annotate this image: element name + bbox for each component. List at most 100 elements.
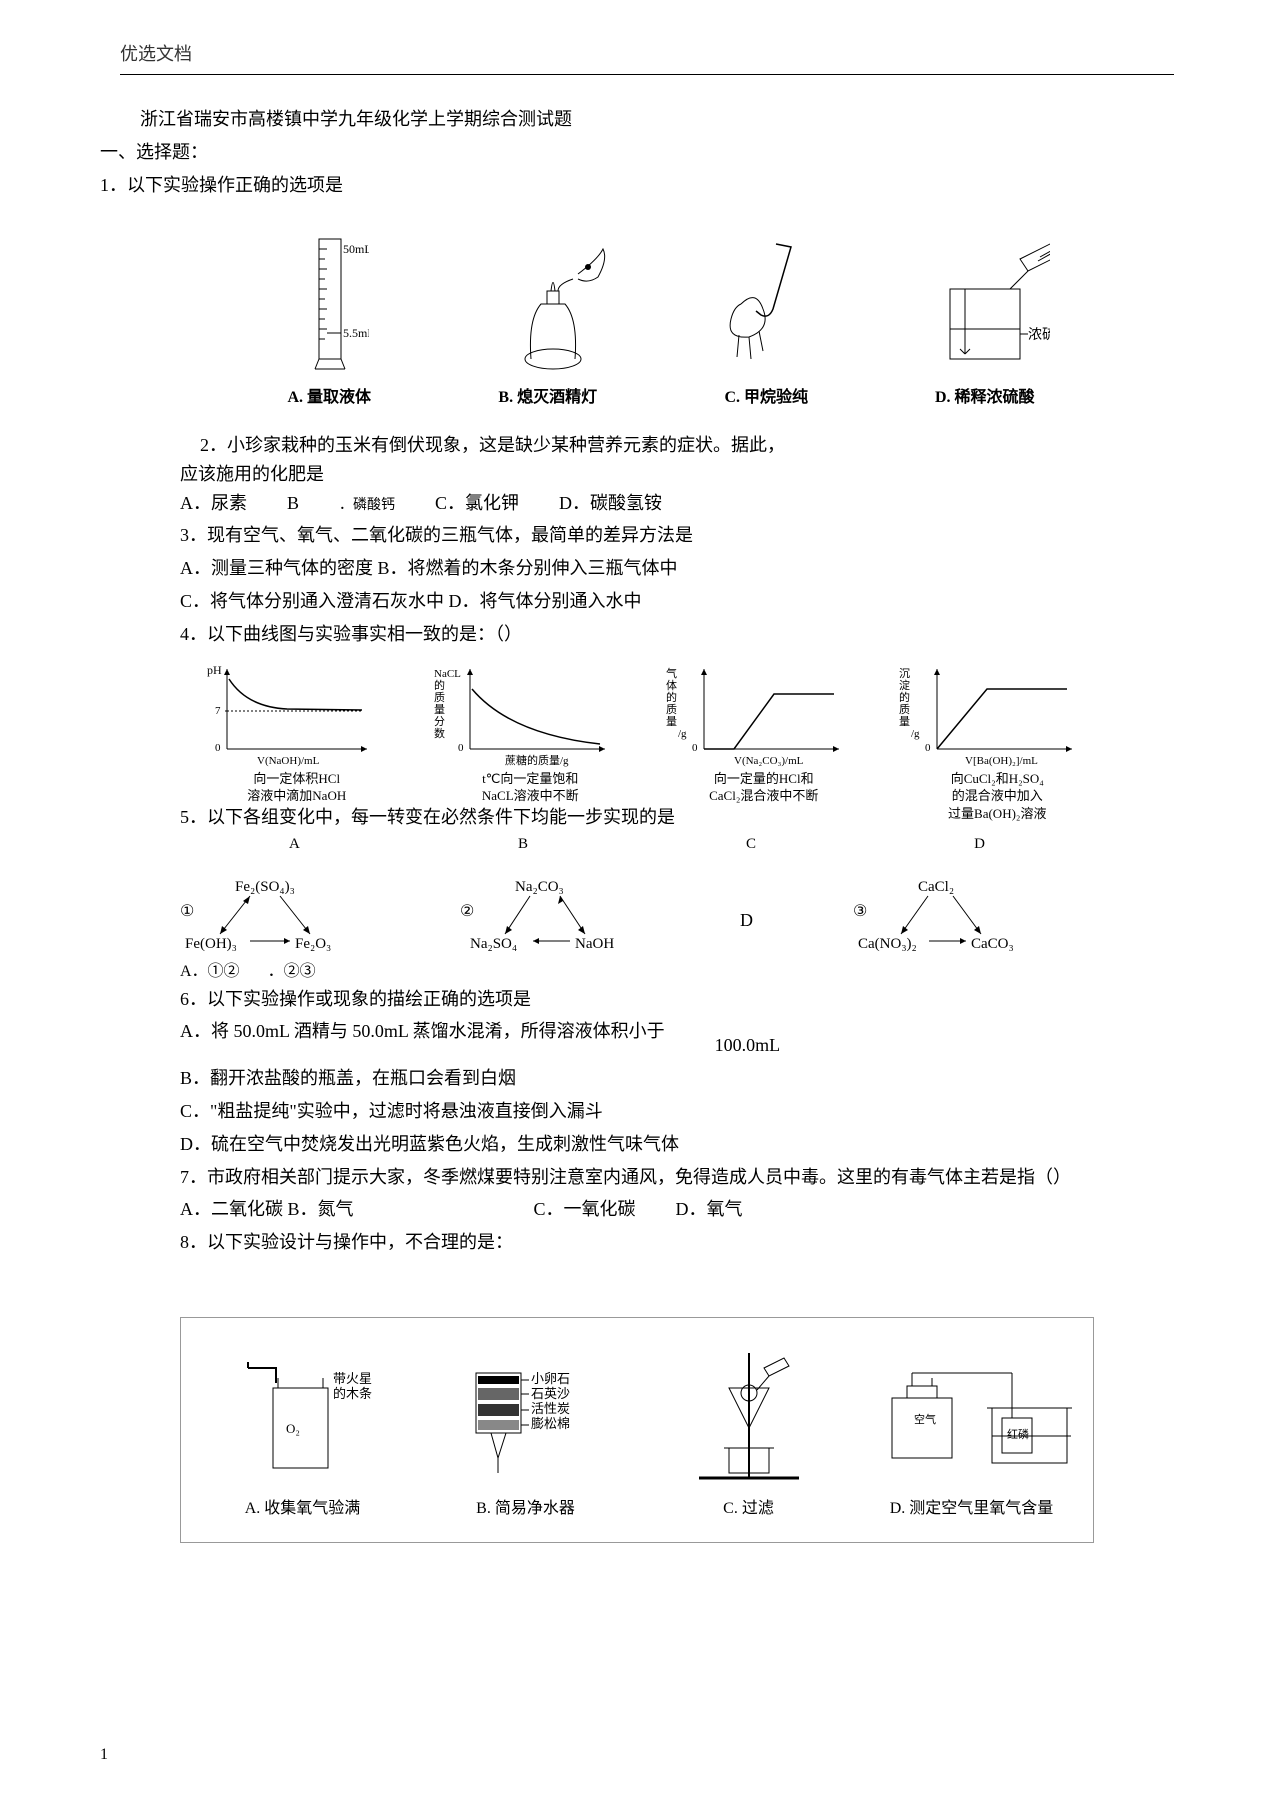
svg-text:CaCl₂: CaCl₂ bbox=[918, 879, 954, 895]
q1-fig-d-label: D. 稀释浓硫酸 bbox=[920, 385, 1050, 411]
svg-text:50mL: 50mL bbox=[343, 242, 369, 256]
q3-opt-ab: A．测量三种气体的密度 B．将燃着的木条分别伸入三瓶气体中 bbox=[180, 554, 1174, 583]
graph-a-cap1: 向一定体积HCl bbox=[197, 771, 397, 787]
graph-letter-c: C bbox=[746, 832, 756, 856]
svg-text:量: 量 bbox=[434, 703, 445, 716]
graph-c: 气 体 的 质 量 /g 0 V(Na₂CO₃)/mL 向一定量的HCl和 Ca… bbox=[664, 659, 864, 822]
q2-opt-b: B bbox=[287, 489, 299, 518]
appa-b-label: B. 简易净水器 bbox=[426, 1496, 626, 1522]
svg-text:/g: /g bbox=[678, 728, 687, 740]
graph-d-cap2: 的混合液中加入 bbox=[897, 788, 1097, 804]
graph-a-cap2: 溶液中滴加NaOH bbox=[197, 788, 397, 804]
q1-fig-c: C. 甲烷验纯 bbox=[701, 229, 831, 411]
svg-text:蔗糖的质量/g: 蔗糖的质量/g bbox=[505, 753, 569, 767]
svg-text:的: 的 bbox=[899, 690, 910, 704]
question-6: 6．以下实验操作或现象的描绘正确的选项是 bbox=[180, 985, 1174, 1014]
svg-text:沉: 沉 bbox=[899, 667, 910, 680]
graph-a: pH 7 0 V(NaOH)/mL 向一定体积HCl 溶液中滴加NaOH bbox=[197, 659, 397, 822]
svg-text:0: 0 bbox=[692, 742, 698, 754]
q1-fig-b: B. 熄灭酒精灯 bbox=[483, 229, 613, 411]
svg-text:NaOH: NaOH bbox=[575, 936, 614, 952]
q3-opt-cd: C．将气体分别通入澄清石灰水中 D．将气体分别通入水中 bbox=[180, 587, 1174, 616]
question-5: 5．以下各组变化中，每一转变在必然条件下均能一步实现的是 bbox=[180, 803, 1174, 832]
graph-c-svg: 气 体 的 质 量 /g 0 V(Na₂CO₃)/mL bbox=[664, 659, 854, 769]
svg-text:NaCL: NaCL bbox=[434, 668, 461, 680]
svg-text:V(NaOH)/mL: V(NaOH)/mL bbox=[257, 755, 320, 767]
q1-fig-c-label: C. 甲烷验纯 bbox=[701, 385, 831, 411]
svg-text:0: 0 bbox=[925, 742, 931, 754]
svg-text:Na₂CO₃: Na₂CO₃ bbox=[515, 879, 564, 895]
svg-text:活性炭: 活性炭 bbox=[531, 1401, 570, 1416]
q7-options: A．二氧化碳 B．氮气 C．一氧化碳 D．氧气 bbox=[180, 1195, 1174, 1224]
question-4: 4．以下曲线图与实验事实相一致的是：（） bbox=[180, 620, 1174, 649]
tri-3: ③ CaCl₂ Ca(NO₃)₂ CaCO₃ bbox=[853, 876, 1033, 965]
graph-c-cap2: CaCl₂混合液中不断 bbox=[664, 788, 864, 804]
graph-b-svg: NaCL 的 质 量 分 数 0 蔗糖的质量/g bbox=[430, 659, 620, 769]
oxygen-bottle-icon: O₂ 带火星 的木条 bbox=[218, 1348, 388, 1488]
svg-text:V[Ba(OH)₂]/mL: V[Ba(OH)₂]/mL bbox=[965, 755, 1038, 767]
q2-opt-d: D．碳酸氢铵 bbox=[559, 489, 662, 518]
svg-text:浓硫酸: 浓硫酸 bbox=[1028, 327, 1050, 343]
q2-line2: 应该施用的化肥是 bbox=[180, 460, 1174, 489]
svg-text:分: 分 bbox=[434, 715, 445, 728]
svg-text:质: 质 bbox=[434, 691, 445, 704]
section-1-heading: 一、选择题： bbox=[100, 138, 1174, 167]
q7-opt-c: C．一氧化碳 bbox=[534, 1195, 636, 1224]
tri-1: ① Fe₂(SO₄)₃ Fe(OH)₃ Fe₂O₃ bbox=[180, 876, 360, 965]
question-3: 3．现有空气、氧气、二氧化碳的三瓶气体，最简单的差异方法是 bbox=[180, 521, 1174, 550]
svg-text:Ca(NO₃)₂: Ca(NO₃)₂ bbox=[858, 936, 917, 952]
graph-b-cap1: t℃向一定量饱和 bbox=[430, 771, 630, 787]
doc-header: 优选文档 bbox=[120, 40, 1174, 75]
question-7: 7．市政府相关部门提示大家，冬季燃煤要特别注意室内通风，免得造成人员中毒。这里的… bbox=[180, 1163, 1174, 1192]
svg-text:的: 的 bbox=[434, 678, 445, 692]
graph-a-svg: pH 7 0 V(NaOH)/mL bbox=[197, 659, 387, 769]
appa-a: O₂ 带火星 的木条 A. 收集氧气验满 bbox=[203, 1348, 403, 1522]
q6-opt-b: B．翻开浓盐酸的瓶盖，在瓶口会看到白烟 bbox=[180, 1064, 1174, 1093]
svg-text:③: ③ bbox=[853, 903, 867, 920]
q6-opt-d: D．硫在空气中焚烧发出光明蓝紫色火焰，生成刺激性气味气体 bbox=[180, 1130, 1174, 1159]
appa-c-label: C. 过滤 bbox=[649, 1496, 849, 1522]
svg-text:V(Na₂CO₃)/mL: V(Na₂CO₃)/mL bbox=[734, 755, 804, 767]
svg-text:②: ② bbox=[460, 903, 474, 920]
appa-c: C. 过滤 bbox=[649, 1348, 849, 1522]
q8-apparatus-row: O₂ 带火星 的木条 A. 收集氧气验满 小卵 bbox=[180, 1317, 1094, 1543]
q2-opt-b2: ．磷酸钙 bbox=[339, 495, 395, 517]
svg-text:淀: 淀 bbox=[899, 678, 910, 692]
graph-d: 沉 淀 的 质 量 /g 0 V[Ba(OH)₂]/mL 向CuCl₂和H₂SO… bbox=[897, 659, 1097, 822]
graph-letter-a: A bbox=[289, 832, 300, 856]
graph-c-cap1: 向一定量的HCl和 bbox=[664, 771, 864, 787]
svg-text:0: 0 bbox=[458, 742, 464, 754]
graph-b: NaCL 的 质 量 分 数 0 蔗糖的质量/g t℃向一定量饱和 NaCL溶液… bbox=[430, 659, 630, 822]
water-filter-icon: 小卵石 石英沙 活性炭 膨松棉 bbox=[436, 1348, 616, 1488]
svg-text:数: 数 bbox=[434, 727, 445, 740]
svg-text:的: 的 bbox=[666, 690, 677, 704]
content-body: 浙江省瑞安市高楼镇中学九年级化学上学期综合测试题 一、选择题： 1．以下实验操作… bbox=[100, 105, 1174, 1543]
alcohol-lamp-icon bbox=[483, 229, 613, 379]
appa-b: 小卵石 石英沙 活性炭 膨松棉 B. 简易净水器 bbox=[426, 1348, 626, 1522]
filter-icon bbox=[669, 1348, 829, 1488]
tri-2: ② Na₂CO₃ Na₂SO₄ NaOH bbox=[460, 876, 640, 965]
svg-text:CaCO₃: CaCO₃ bbox=[971, 936, 1014, 952]
svg-text:带火星: 带火星 bbox=[333, 1371, 372, 1386]
svg-text:石英沙: 石英沙 bbox=[531, 1386, 570, 1401]
graph-d-cap1: 向CuCl₂和H₂SO₄ bbox=[897, 771, 1097, 787]
air-oxygen-icon: 空气 红磷 水 bbox=[872, 1348, 1072, 1488]
svg-text:体: 体 bbox=[666, 678, 677, 692]
svg-text:膨松棉: 膨松棉 bbox=[531, 1416, 570, 1431]
q4-graph-row: pH 7 0 V(NaOH)/mL 向一定体积HCl 溶液中滴加NaOH bbox=[180, 659, 1114, 822]
graph-b-cap2: NaCL溶液中不断 bbox=[430, 788, 630, 804]
svg-text:0: 0 bbox=[215, 742, 221, 754]
q2-opt-c: C．氯化钾 bbox=[435, 489, 519, 518]
appa-a-label: A. 收集氧气验满 bbox=[203, 1496, 403, 1522]
appa-d-label: D. 测定空气里氧气含量 bbox=[872, 1496, 1072, 1522]
svg-text:①: ① bbox=[180, 903, 194, 920]
tri-opt-d-letter: D bbox=[740, 906, 753, 935]
q6-opt-a: A．将 50.0mL 酒精与 50.0mL 蒸馏水混淆，所得溶液体积小于 100… bbox=[180, 1017, 1174, 1060]
q1-figure-row: 50mL 5.5mL A. 量取液体 B. 熄灭酒精灯 bbox=[220, 229, 1094, 411]
question-2: 2．小珍家栽种的玉米有倒伏现象，这是缺少某种营养元素的症状。据此， bbox=[200, 431, 1174, 460]
q6-opt-c: C．"粗盐提纯"实验中，过滤时将悬浊液直接倒入漏斗 bbox=[180, 1097, 1174, 1126]
question-8: 8．以下实验设计与操作中，不合理的是： bbox=[180, 1228, 1174, 1257]
svg-text:5.5mL: 5.5mL bbox=[343, 326, 369, 340]
svg-text:Fe₂(SO₄)₃: Fe₂(SO₄)₃ bbox=[235, 879, 295, 895]
q1-fig-b-label: B. 熄灭酒精灯 bbox=[483, 385, 613, 411]
